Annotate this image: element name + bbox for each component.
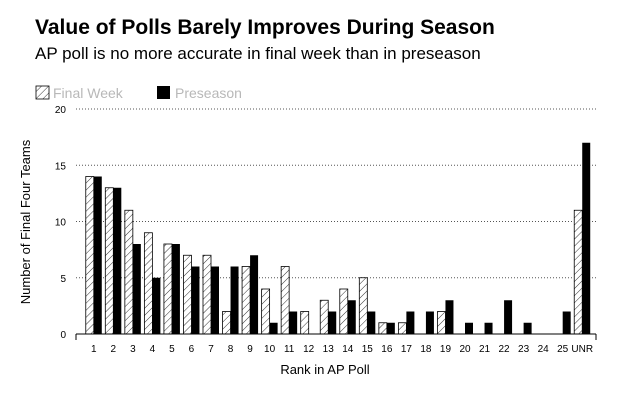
bar-preseason-7 — [211, 266, 219, 334]
x-tick-label-4: 4 — [150, 344, 156, 355]
chart-title: Value of Polls Barely Improves During Se… — [35, 16, 495, 39]
x-tick-label-24: 24 — [538, 344, 550, 355]
x-tick-label-18: 18 — [420, 344, 432, 355]
bar-final-week-7 — [202, 254, 212, 335]
bar-preseason-5 — [171, 244, 180, 334]
x-tick-label-UNR: UNR — [571, 344, 593, 355]
x-tick-label-7: 7 — [208, 344, 214, 355]
x-tick-label-6: 6 — [189, 344, 195, 355]
x-tick-label-17: 17 — [401, 344, 413, 355]
bar-final-week-UNR — [573, 209, 583, 335]
bars — [85, 142, 591, 335]
y-tick-label-15: 15 — [55, 161, 67, 172]
bar-preseason-14 — [347, 300, 356, 334]
bar-preseason-18 — [425, 311, 434, 334]
x-tick-label-25: 25 — [557, 344, 569, 355]
bar-final-week-13 — [319, 299, 329, 335]
bar-preseason-20 — [465, 322, 473, 334]
bar-final-week-12 — [300, 311, 310, 335]
x-tick-label-2: 2 — [111, 344, 117, 355]
bar-preseason-1 — [93, 176, 102, 334]
x-tick-label-22: 22 — [499, 344, 511, 355]
bar-preseason-17 — [406, 311, 415, 334]
y-tick-label-10: 10 — [55, 218, 67, 229]
bar-preseason-8 — [230, 266, 239, 334]
x-tick-label-13: 13 — [323, 344, 335, 355]
bar-final-week-2 — [104, 187, 114, 335]
bar-preseason-9 — [250, 255, 259, 334]
bar-final-week-10 — [261, 288, 271, 335]
x-tick-label-10: 10 — [264, 344, 276, 355]
legend-label-final-week: Final Week — [53, 85, 124, 101]
x-tick-label-14: 14 — [342, 344, 354, 355]
bar-final-week-8 — [222, 311, 231, 335]
bar-preseason-13 — [328, 311, 337, 334]
x-tick-label-11: 11 — [284, 344, 295, 355]
y-tick-label-20: 20 — [55, 105, 67, 116]
x-tick-label-23: 23 — [518, 344, 530, 355]
bar-final-week-4 — [143, 232, 153, 335]
y-axis-label: Number of Final Four Teams — [18, 139, 33, 304]
x-tick-label-3: 3 — [130, 344, 136, 355]
bar-preseason-6 — [191, 266, 200, 334]
bar-preseason-11 — [289, 311, 298, 334]
gridlines — [76, 108, 596, 279]
bar-preseason-16 — [386, 322, 395, 334]
legend-swatch-preseason — [157, 86, 170, 99]
chart-subtitle: AP poll is no more accurate in final wee… — [35, 44, 481, 63]
legend-swatch-final-week — [35, 85, 50, 100]
bar-preseason-22 — [504, 300, 513, 334]
bar-final-week-6 — [183, 254, 192, 335]
x-tick-label-9: 9 — [247, 344, 253, 355]
bar-preseason-23 — [523, 322, 532, 334]
x-tick-label-15: 15 — [362, 344, 374, 355]
bar-final-week-11 — [280, 266, 290, 335]
y-tick-label-5: 5 — [60, 274, 66, 285]
x-tick-label-19: 19 — [440, 344, 452, 355]
y-axis-ticks: 0 5 10 15 20 — [55, 105, 67, 341]
bar-final-week-14 — [339, 288, 349, 335]
x-tick-label-16: 16 — [381, 344, 393, 355]
bar-final-week-5 — [163, 243, 173, 335]
x-tick-label-20: 20 — [459, 344, 471, 355]
x-tick-label-12: 12 — [303, 344, 315, 355]
bar-preseason-4 — [152, 277, 161, 334]
bar-final-week-9 — [241, 266, 251, 335]
legend: Final Week Preseason — [35, 85, 242, 101]
bar-final-week-19 — [437, 311, 446, 335]
bar-preseason-2 — [113, 187, 122, 334]
x-tick-label-5: 5 — [169, 344, 175, 355]
bar-final-week-3 — [124, 209, 134, 335]
x-tick-label-21: 21 — [479, 344, 491, 355]
x-tick-label-1: 1 — [91, 344, 97, 355]
bar-final-week-1 — [85, 176, 95, 335]
y-tick-label-0: 0 — [60, 330, 66, 341]
bar-preseason-21 — [484, 322, 493, 334]
bar-preseason-3 — [132, 244, 141, 334]
legend-label-preseason: Preseason — [175, 85, 242, 101]
bar-preseason-10 — [269, 322, 278, 334]
x-axis-label: Rank in AP Poll — [280, 362, 369, 377]
x-tick-label-8: 8 — [228, 344, 234, 355]
bar-final-week-15 — [358, 277, 368, 335]
bar-final-week-17 — [397, 322, 407, 335]
bar-preseason-19 — [445, 300, 454, 334]
bar-preseason-UNR — [582, 142, 591, 334]
bar-preseason-25 — [562, 311, 571, 334]
bar-preseason-15 — [367, 311, 376, 334]
x-axis-ticks: 1 2 3 4 5 6 7 8 9 10 11 12 13 14 15 16 17 18 19 20 21 22 23 24 2… — [91, 344, 593, 355]
bar-final-week-16 — [378, 322, 388, 335]
